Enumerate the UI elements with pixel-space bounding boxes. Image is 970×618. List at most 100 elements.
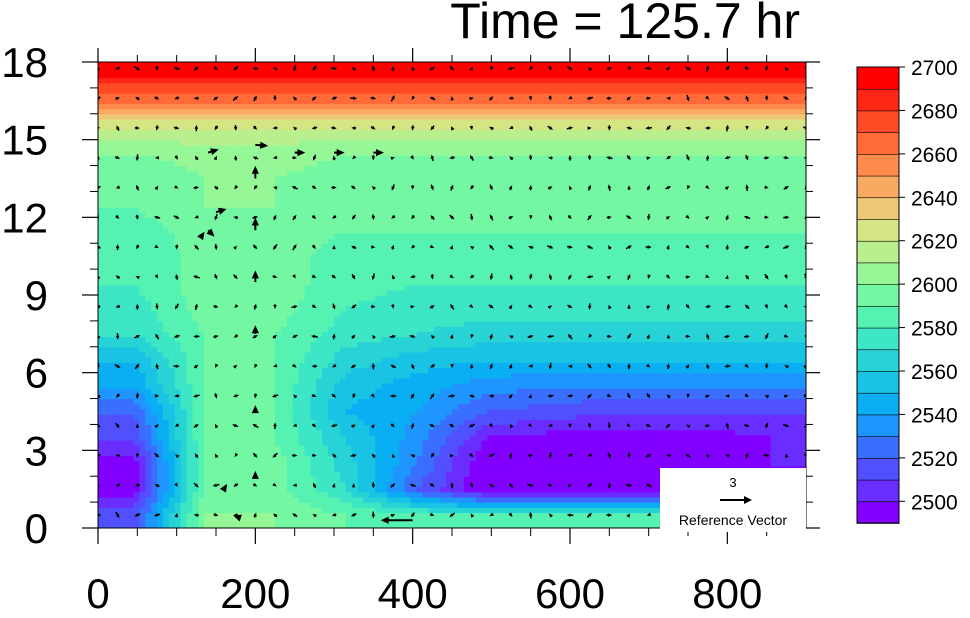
field-cell (570, 471, 577, 477)
field-cell (522, 341, 530, 348)
field-cell (109, 507, 117, 514)
field-cell (463, 481, 471, 488)
field-cell (339, 491, 347, 498)
field-cell (416, 315, 424, 322)
field-cell (157, 476, 164, 482)
field-cell (717, 450, 724, 457)
field-cell (216, 351, 223, 358)
field-cell (434, 310, 441, 317)
field-cell (558, 419, 565, 426)
field-cell (310, 351, 317, 358)
field-cell (245, 414, 252, 420)
field-cell (375, 517, 382, 524)
field-cell (145, 372, 152, 379)
field-cell (646, 341, 654, 348)
field-cell (434, 383, 441, 389)
field-cell (245, 372, 252, 379)
field-cell (587, 465, 595, 472)
field-cell (717, 320, 724, 327)
field-cell (157, 434, 164, 441)
field-cell (487, 502, 494, 508)
field-cell (741, 439, 748, 446)
field-cell (717, 331, 724, 338)
field-cell (511, 424, 518, 431)
field-cell (575, 315, 583, 322)
field-cell (652, 486, 660, 493)
field-cell (717, 372, 724, 379)
field-cell (800, 414, 806, 420)
field-cell (174, 496, 182, 503)
field-cell (168, 471, 176, 477)
field-cell (310, 377, 317, 384)
field-cell (139, 522, 146, 528)
field-cell (440, 491, 447, 498)
field-cell (575, 507, 583, 514)
field-cell (522, 439, 530, 446)
field-cell (481, 445, 488, 451)
field-cell (416, 320, 424, 327)
field-cell (263, 403, 270, 410)
field-cell (428, 383, 435, 389)
field-cell (593, 429, 601, 436)
field-cell (546, 346, 553, 353)
field-cell (328, 439, 335, 446)
field-cell (180, 450, 188, 457)
field-cell (516, 507, 524, 514)
field-cell (316, 445, 323, 451)
field-cell (623, 320, 630, 327)
field-cell (676, 439, 683, 446)
field-cell (446, 341, 453, 348)
field-cell (375, 460, 382, 467)
field-cell (534, 460, 542, 467)
contour-field (98, 62, 806, 528)
field-cell (316, 357, 323, 363)
field-cell (145, 362, 152, 369)
field-cell (452, 393, 459, 400)
field-cell (457, 351, 465, 358)
field-cell (794, 419, 801, 426)
field-cell (375, 502, 382, 508)
field-cell (623, 408, 630, 415)
field-cell (511, 367, 518, 374)
field-cell (363, 372, 370, 379)
field-cell (664, 351, 671, 358)
field-cell (422, 414, 429, 420)
field-cell (404, 496, 412, 503)
field-cell (304, 439, 311, 446)
field-cell (481, 439, 488, 446)
field-cell (800, 419, 806, 426)
field-cell (735, 383, 742, 389)
field-cell (233, 450, 241, 457)
field-cell (634, 388, 642, 394)
field-cell (227, 419, 235, 426)
field-cell (770, 331, 778, 338)
field-cell (511, 408, 518, 415)
field-cell (646, 315, 654, 322)
field-cell (723, 434, 730, 441)
field-cell (581, 367, 589, 374)
field-cell (581, 502, 589, 508)
field-cell (564, 522, 571, 528)
field-cell (322, 315, 329, 322)
field-cell (145, 351, 152, 358)
field-cell (764, 326, 772, 332)
field-cell (151, 320, 158, 327)
field-cell (304, 341, 311, 348)
field-cell (310, 496, 317, 503)
field-cell (298, 465, 306, 472)
field-cell (587, 424, 595, 431)
field-cell (575, 450, 583, 457)
field-cell (210, 439, 217, 446)
field-cell (593, 341, 601, 348)
field-cell (434, 481, 441, 488)
field-cell (617, 388, 624, 394)
field-cell (393, 445, 400, 451)
field-cell (239, 403, 247, 410)
field-cell (416, 372, 424, 379)
field-cell (611, 362, 618, 369)
field-cell (286, 439, 294, 446)
field-cell (334, 341, 341, 348)
field-cell (634, 383, 642, 389)
field-cell (98, 512, 105, 519)
field-cell (723, 351, 730, 358)
